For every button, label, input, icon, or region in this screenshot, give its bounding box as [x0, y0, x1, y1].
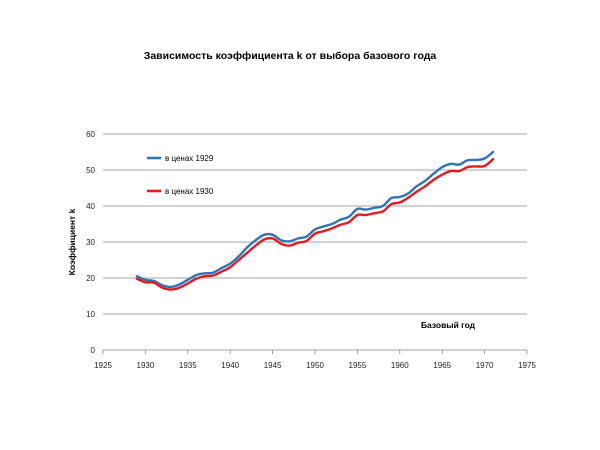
x-tick-label: 1950: [306, 361, 324, 370]
y-tick-label: 0: [91, 346, 96, 355]
x-tick-label: 1940: [221, 361, 239, 370]
series-lines: [135, 150, 495, 291]
axes: 0 10 20 30 40 50 60 1925 1930 1935 1940 1945 1950 195…: [86, 130, 536, 370]
x-tick-label: 1955: [349, 361, 367, 370]
x-tick-label: 1960: [391, 361, 409, 370]
y-tick-label: 30: [86, 238, 95, 247]
y-tick-label: 50: [86, 166, 95, 175]
x-tick-label: 1945: [264, 361, 282, 370]
series-line-1: [135, 150, 495, 289]
chart-title: Зависимость коэффициента k от выбора баз…: [143, 50, 437, 62]
x-tick-label: 1975: [518, 361, 536, 370]
legend-label-2: в ценах 1930: [165, 187, 214, 196]
y-tick-label: 40: [86, 202, 95, 211]
gridlines: [103, 133, 527, 315]
x-tick-label: 1925: [94, 361, 112, 370]
legend-label-1: в ценах 1929: [165, 154, 214, 163]
x-axis-label: Базовый год: [421, 320, 476, 330]
legend: в ценах 1929 в ценах 1930: [147, 154, 214, 196]
x-tick-label: 1970: [476, 361, 494, 370]
y-axis-label: Коэффициент k: [67, 208, 77, 275]
x-tick-label: 1930: [137, 361, 155, 370]
x-tick-label: 1965: [433, 361, 451, 370]
x-tick-label: 1935: [179, 361, 197, 370]
y-tick-label: 60: [86, 130, 95, 139]
series-line-2: [135, 158, 495, 291]
y-tick-label: 20: [86, 274, 95, 283]
y-tick-label: 10: [86, 310, 95, 319]
